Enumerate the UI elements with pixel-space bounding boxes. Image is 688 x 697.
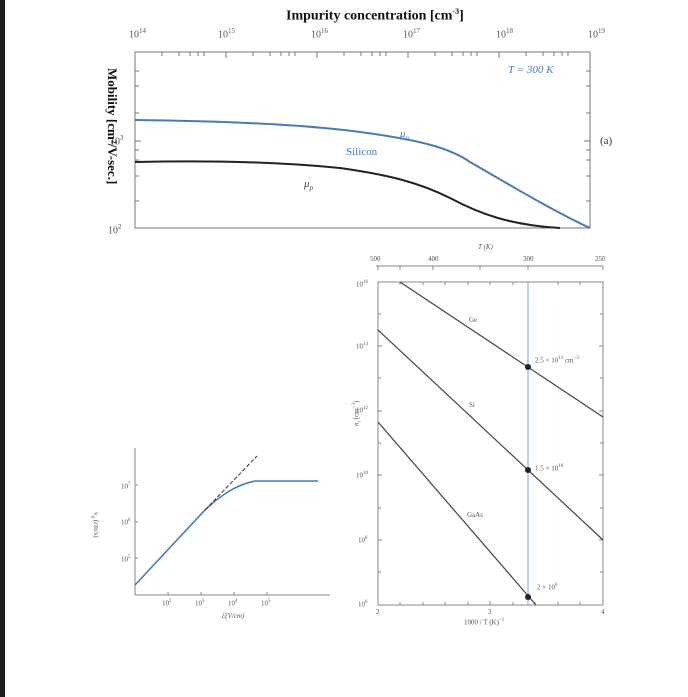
c3-ytick-1e16: 1016: [356, 280, 368, 289]
c1-xtick-1e14: 1014: [129, 27, 146, 41]
c1-mup-label: μp: [304, 178, 314, 193]
left-edge-strip: [0, 0, 5, 697]
c3-ytick-1e12: 1012: [356, 406, 368, 415]
c1-temperature-label: T = 300 K: [508, 64, 554, 76]
c3-si-line: [377, 329, 604, 541]
chart1-title: Impurity concentration [cm-3]: [286, 7, 464, 24]
c1-xtick-1e19: 1019: [588, 27, 605, 41]
c3-toptick-500: 500: [370, 255, 381, 263]
c1-top-ticks: [134, 52, 590, 202]
c2-xtick-1e5: 105: [261, 599, 271, 608]
c1-xtick-1e17: 1017: [403, 27, 420, 41]
c3-gaas-line: [377, 421, 537, 606]
c3-si-point-label: 1.5 × 1010: [535, 464, 564, 473]
c3-toptick-300: 300: [523, 255, 534, 263]
c3-xtick-3: 3: [488, 608, 492, 616]
c3-gaas-point: [525, 594, 531, 600]
c2-extrapolation-dashed: [204, 455, 258, 511]
c3-gaas-label: GaAs: [467, 511, 483, 519]
c1-mup-curve: [134, 160, 561, 229]
c3-ge-point-label: 2.5 × 1013 cm−3: [535, 356, 579, 365]
c2-ytick-1e6: 106: [121, 518, 131, 527]
c2-ytick-1e5: 105: [121, 555, 131, 564]
c1-frame: [134, 51, 591, 229]
c3-xtick-2: 2: [376, 608, 380, 616]
c2-axes: [134, 448, 330, 596]
c1-mun-curve: [134, 119, 591, 229]
c3-ge-point: [525, 364, 531, 370]
c3-ytick-1e6: 106: [358, 600, 368, 609]
c3-ytick-1e14: 1014: [356, 342, 368, 351]
c2-xtick-1e4: 104: [228, 599, 238, 608]
c1-ytick-1e2: 102: [108, 223, 122, 237]
c3-si-point: [525, 467, 531, 473]
c3-top-xlabel: T (K): [478, 243, 493, 251]
c3-ge-line: [399, 281, 604, 418]
c3-ytick-1e10: 1010: [356, 471, 368, 480]
c1-panel-label: (a): [600, 135, 613, 147]
c1-xtick-1e18: 1018: [496, 27, 513, 41]
c1-mun-label: μn: [400, 128, 410, 143]
c3-toptick-250: 250: [595, 255, 606, 263]
c3-ytick-1e8: 108: [358, 536, 368, 545]
c2-ytick-1e7: 107: [121, 482, 131, 491]
c1-ytick-1e3: 103: [110, 134, 124, 148]
c1-silicon-label: Silicon: [346, 146, 378, 158]
c3-xlabel: 1000 / T (K)−1: [464, 618, 505, 627]
c1-xtick-1e15: 1015: [218, 27, 235, 41]
c3-toptick-400: 400: [428, 255, 439, 263]
c3-frame: [377, 281, 604, 606]
c3-si-label: Si: [469, 401, 475, 409]
c3-ge-label: Ge: [469, 316, 478, 324]
c2-xtick-1e2: 102: [162, 599, 172, 608]
c3-ticks: [378, 282, 603, 605]
c2-xtick-1e3: 103: [195, 599, 205, 608]
c2-xlabel: ℰ(V/cm): [221, 612, 245, 620]
c3-top-axis: [376, 265, 604, 270]
c1-xtick-1e16: 1016: [311, 27, 328, 41]
c3-gaas-point-label: 2 × 106: [537, 583, 558, 592]
c3-xtick-4: 4: [601, 608, 605, 616]
c2-velocity-curve: [134, 480, 318, 586]
